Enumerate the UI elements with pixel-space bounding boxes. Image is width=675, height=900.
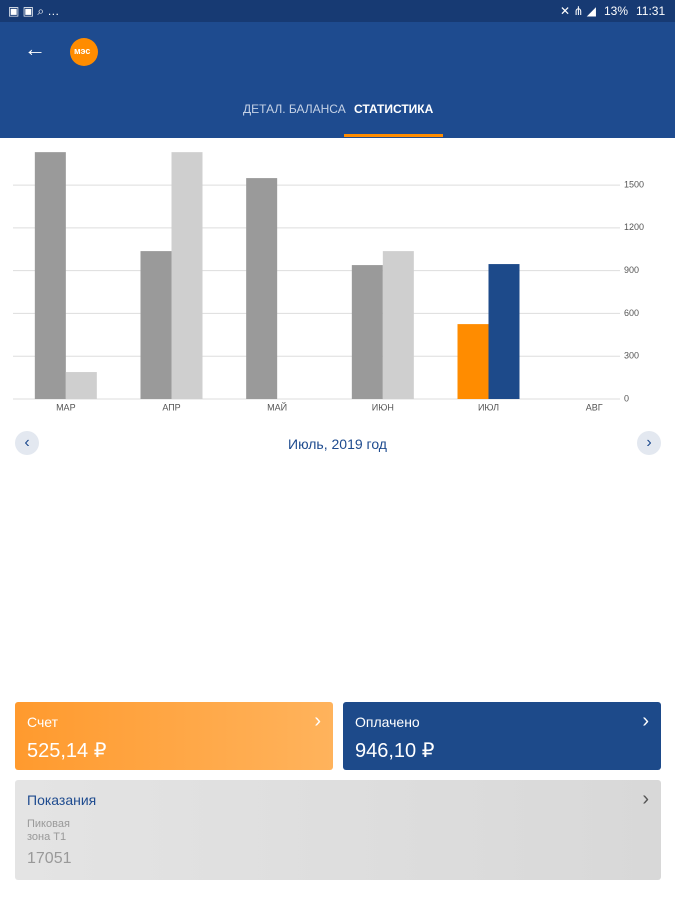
card-amount: 946,10 ₽ [355, 740, 435, 762]
y-tick-label: 300 [624, 351, 639, 361]
logo-text: мэс [74, 46, 91, 56]
y-tick-label: 600 [624, 308, 639, 318]
bar [488, 264, 520, 399]
bar [65, 372, 97, 399]
bar [246, 178, 278, 399]
tab-active[interactable]: СТАТИСТИКА [354, 102, 434, 116]
tab-indicator [344, 134, 443, 137]
paid-card[interactable]: Оплачено 946,10 ₽ › [343, 702, 661, 770]
x-tick-label: ИЮН [372, 402, 394, 412]
card-amount: 525,14 ₽ [27, 740, 107, 762]
bar [34, 152, 66, 399]
card-title: Счет [27, 714, 58, 730]
y-tick-label: 1500 [624, 179, 644, 189]
readings-card[interactable]: Показания › Пиковая зона Т1 17051 [15, 780, 661, 880]
bill-card[interactable]: Счет 525,14 ₽ › [15, 702, 333, 770]
x-tick-label: АПР [162, 402, 180, 412]
card-title: Оплачено [355, 714, 420, 730]
status-icons: ▣ ▣ ⌕ … [8, 4, 60, 18]
status-bar: ▣ ▣ ⌕ … ✕ ⋔ ◢ 13% 11:31 [0, 0, 675, 22]
next-button[interactable]: › [637, 431, 661, 455]
time: 11:31 [636, 4, 666, 18]
bar [457, 324, 489, 399]
signal-icons: ✕ ⋔ ◢ [560, 4, 597, 18]
y-tick-label: 900 [624, 265, 639, 275]
bar [171, 152, 203, 399]
y-tick-label: 0 [624, 393, 629, 403]
chevron: › [642, 710, 649, 732]
chart: 0 300 600 900 1200 1500 МАР АПР МАЙ ИЮН ИЮЛ АВГ [13, 152, 644, 412]
logo: мэс [70, 38, 98, 66]
x-tick-label: ИЮЛ [478, 402, 499, 412]
tab[interactable]: ДЕТАЛ. БАЛАНСА [243, 102, 346, 116]
card-title: Показания [27, 792, 97, 808]
period: Июль, 2019 год [288, 436, 387, 452]
x-tick-label: МАР [56, 402, 76, 412]
prev-button[interactable]: ‹ [15, 431, 39, 455]
zone-label: Пиковая [27, 818, 70, 830]
chevron: › [314, 710, 321, 732]
app-header: ← мэс ДЕТАЛ. БАЛАНСА СТАТИСТИКА [0, 22, 675, 138]
battery: 13% [604, 4, 629, 18]
x-tick-label: МАЙ [267, 401, 287, 412]
reading-value: 17051 [27, 850, 72, 867]
zone-label: зона Т1 [27, 831, 67, 843]
y-tick-label: 1200 [624, 222, 644, 232]
bar [140, 251, 172, 399]
x-tick-label: АВГ [586, 402, 603, 412]
bar [382, 251, 414, 399]
bar [351, 265, 383, 399]
back-button[interactable]: ← [24, 36, 46, 61]
chevron: › [642, 788, 649, 810]
